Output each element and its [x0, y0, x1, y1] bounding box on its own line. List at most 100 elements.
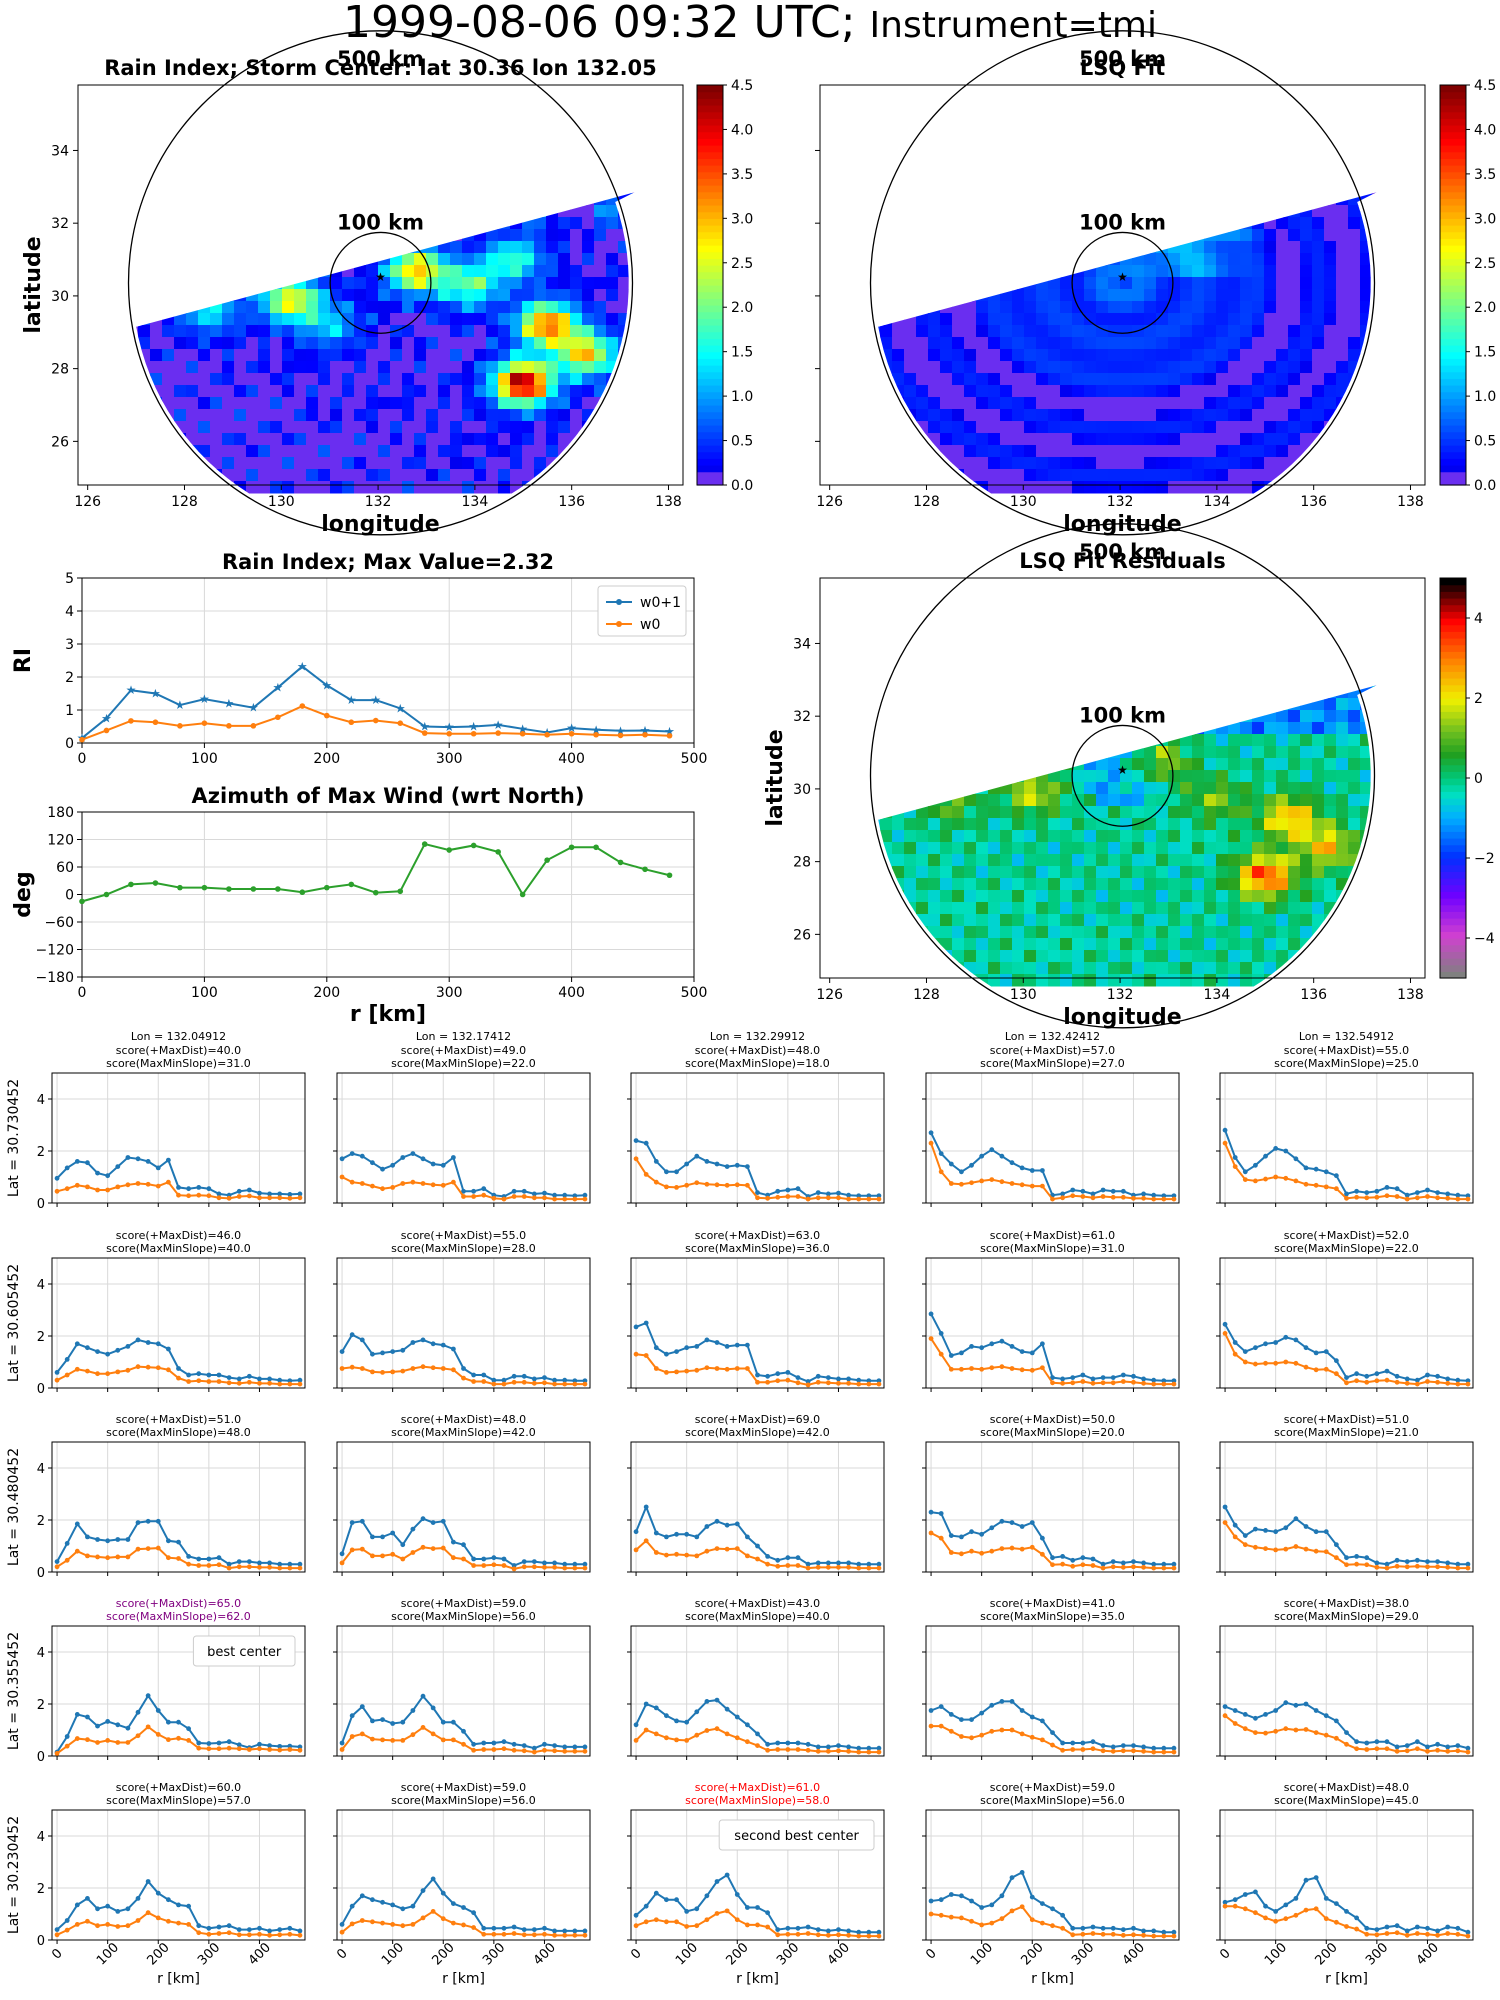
data-point [1100, 1194, 1106, 1199]
data-point [1283, 1902, 1289, 1908]
y-tick-label: −180 [36, 970, 74, 986]
grid-cell: score(+MaxDist)=65.0score(MaxMinSlope)=6… [6, 1597, 306, 1765]
data-point [400, 1719, 406, 1725]
data-point [1039, 1551, 1045, 1557]
data-point [165, 1367, 171, 1373]
y-tick-label: 28 [51, 362, 69, 378]
data-point [85, 1737, 90, 1743]
grid-cell: score(+MaxDist)=60.0score(MaxMinSlope)=5… [6, 1781, 306, 1987]
cell-frame [1219, 1441, 1474, 1573]
data-point [297, 1561, 303, 1567]
data-point [380, 1899, 385, 1905]
data-point [1253, 1178, 1258, 1184]
data-point [450, 1346, 456, 1352]
y-tick-label: 30 [51, 289, 69, 305]
data-point [542, 1931, 547, 1937]
data-point [95, 1923, 100, 1929]
data-point [1354, 1371, 1360, 1377]
data-point [1060, 1195, 1066, 1201]
data-point [1171, 1193, 1177, 1199]
data-point [410, 1340, 416, 1345]
data-point [1354, 1926, 1360, 1932]
y-tick-label: 32 [793, 709, 811, 725]
data-point [1222, 1713, 1228, 1719]
cell-score-dist: score(+MaxDist)=50.0 [990, 1413, 1115, 1426]
data-point [246, 1187, 252, 1193]
data-point [74, 1521, 80, 1527]
data-point [186, 1554, 192, 1559]
grid-cell: score(+MaxDist)=38.0score(MaxMinSlope)=2… [1216, 1597, 1474, 1760]
data-point [85, 1184, 90, 1190]
cell-score-dist: score(+MaxDist)=51.0 [1284, 1413, 1409, 1426]
data-point [430, 1705, 436, 1711]
data-point [552, 1196, 557, 1202]
data-point [959, 1551, 964, 1557]
data-point [805, 1931, 811, 1936]
x-tick-label: 300 [436, 751, 463, 767]
data-point: ★ [175, 698, 186, 712]
data-point [186, 1922, 192, 1927]
data-point [653, 1345, 659, 1351]
data-point [1131, 1373, 1136, 1379]
data-point [1080, 1372, 1086, 1378]
data-point [267, 1932, 272, 1938]
data-point [775, 1747, 781, 1752]
data-point [277, 1195, 283, 1201]
data-point [785, 1187, 791, 1193]
data-point [206, 1186, 212, 1192]
cell-score-dist: score(+MaxDist)=59.0 [990, 1781, 1115, 1794]
data-point [1120, 1379, 1126, 1384]
data-point [226, 1380, 232, 1386]
data-point [1141, 1380, 1146, 1386]
data-point [1435, 1932, 1440, 1938]
data-point [938, 1912, 944, 1918]
x-tick-label: 300 [436, 985, 463, 1001]
cell-score-slope: score(MaxMinSlope)=21.0 [1274, 1426, 1419, 1439]
data-point [836, 1932, 841, 1938]
x-axis-label: longitude [321, 512, 439, 537]
data-point: ★ [566, 721, 577, 735]
data-point [1374, 1564, 1380, 1570]
data-point [1242, 1349, 1248, 1354]
data-point [1414, 1924, 1420, 1930]
data-point [928, 1311, 934, 1317]
data-point [1273, 1708, 1279, 1713]
data-point [370, 1553, 375, 1559]
data-point [267, 1195, 272, 1201]
data-point [1394, 1748, 1400, 1754]
data-point [938, 1535, 944, 1541]
data-point [410, 1903, 416, 1909]
data-point [1039, 1168, 1045, 1173]
data-point [400, 1155, 406, 1160]
data-point [714, 1879, 720, 1884]
data-point [1354, 1194, 1360, 1200]
label-500km: 500 km [1079, 47, 1166, 71]
data-point [1364, 1740, 1370, 1746]
data-point [1384, 1739, 1390, 1745]
cell-frame [336, 1257, 591, 1389]
data-point [226, 1375, 232, 1380]
data-point [694, 1709, 700, 1715]
x-tick-label: 200 [145, 1940, 173, 1968]
data-point [74, 1341, 80, 1347]
data-point [928, 1898, 934, 1904]
data-point [95, 1723, 100, 1729]
data-point [430, 1731, 436, 1737]
data-point [582, 1381, 588, 1387]
data-point [704, 1893, 710, 1899]
data-point [1273, 1918, 1279, 1924]
data-point [866, 1381, 872, 1387]
data-point [430, 1365, 436, 1371]
x-tick-label: 100 [1262, 1940, 1290, 1968]
data-point [653, 1530, 659, 1536]
data-point [684, 1368, 690, 1374]
data-point [481, 1931, 487, 1937]
y-tick-label: 34 [51, 143, 69, 159]
cell-score-slope: score(MaxMinSlope)=25.0 [1274, 1057, 1419, 1070]
y-axis-label: deg [11, 871, 36, 917]
data-point [1344, 1730, 1349, 1735]
data-point [1110, 1194, 1116, 1200]
data-point [348, 719, 355, 726]
data-point [521, 1194, 527, 1199]
data-point [339, 1922, 345, 1927]
